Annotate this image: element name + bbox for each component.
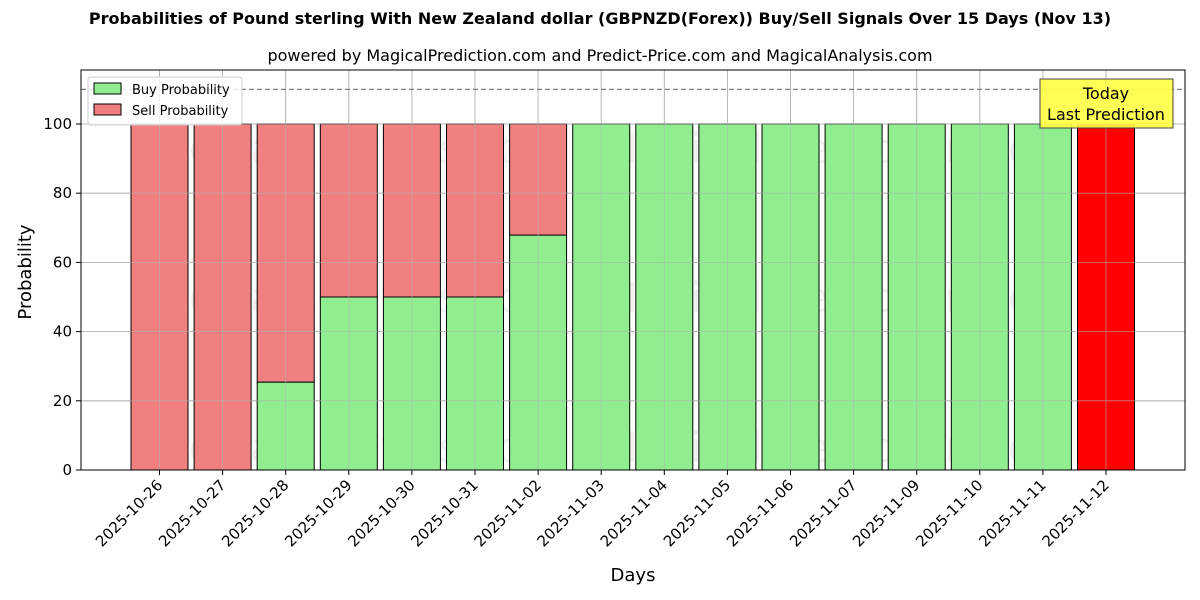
x-tick-label: 2025-11-03 <box>534 476 608 550</box>
y-tick-label: 80 <box>53 184 72 202</box>
chart-title: Probabilities of Pound sterling With New… <box>88 9 1112 28</box>
legend-buy-label: Buy Probability <box>132 83 230 98</box>
legend-buy-swatch <box>93 82 122 95</box>
chart-subtitle: powered by MagicalPrediction.com and Pre… <box>267 46 933 65</box>
x-tick-label: 2025-10-26 <box>92 476 166 550</box>
y-tick-label: 20 <box>53 392 72 410</box>
x-tick-label: 2025-10-28 <box>218 476 292 550</box>
x-tick-label: 2025-11-10 <box>912 476 986 550</box>
x-tick-label: 2025-11-09 <box>849 476 923 550</box>
x-tick-label: 2025-10-31 <box>407 476 481 550</box>
y-tick-label: 60 <box>53 253 72 271</box>
x-tick-label: 2025-10-29 <box>281 476 355 550</box>
legend-sell-swatch <box>93 103 122 116</box>
today-annotation: Today Last Prediction <box>1039 78 1174 129</box>
x-tick-label: 2025-11-02 <box>471 476 545 550</box>
x-tick-label: 2025-10-27 <box>155 476 229 550</box>
annotation-line2: Last Prediction <box>1047 105 1165 124</box>
x-tick-label: 2025-11-05 <box>660 476 734 550</box>
x-tick-label: 2025-11-06 <box>723 476 797 550</box>
bars <box>81 70 1185 471</box>
x-tick-label: 2025-11-11 <box>975 476 1049 550</box>
x-axis-label: Days <box>611 565 656 586</box>
plot-frame <box>80 69 1186 471</box>
x-tick-label: 2025-10-30 <box>344 476 418 550</box>
x-tick-label: 2025-11-12 <box>1038 476 1112 550</box>
legend: Buy Probability Sell Probability <box>87 76 243 126</box>
x-axis: 2025-10-262025-10-272025-10-282025-10-29… <box>92 470 1113 550</box>
x-tick-label: 2025-11-07 <box>786 476 860 550</box>
y-tick-label: 40 <box>53 323 72 341</box>
y-tick-label: 100 <box>43 115 72 133</box>
x-tick-label: 2025-11-04 <box>597 476 671 550</box>
annotation-line1: Today <box>1082 84 1129 103</box>
y-tick-label: 0 <box>62 461 72 479</box>
y-axis: 0 20 40 60 80 100 <box>43 115 81 479</box>
legend-sell-label: Sell Probability <box>132 104 229 119</box>
y-axis-label: Probability <box>15 224 36 319</box>
